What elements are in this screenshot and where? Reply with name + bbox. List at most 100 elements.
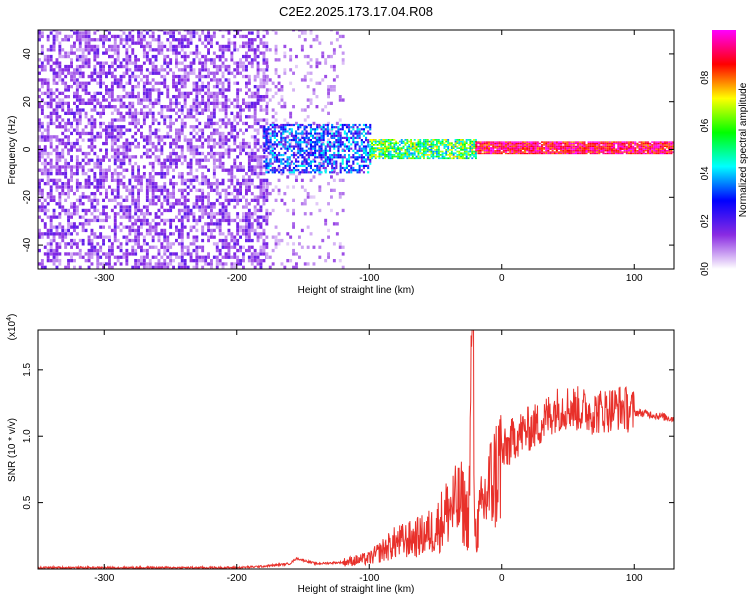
heatmap-cell xyxy=(299,141,302,144)
heatmap-cell xyxy=(259,245,263,249)
heatmap-cell xyxy=(233,242,237,246)
heatmap-cell xyxy=(102,71,105,75)
heatmap-cell xyxy=(183,125,187,129)
heatmap-cell xyxy=(43,68,47,72)
heatmap-cell xyxy=(67,141,70,146)
heatmap-cell xyxy=(108,215,111,219)
heatmap-cell xyxy=(128,61,132,65)
heatmap-cell xyxy=(224,148,228,152)
heatmap-cell xyxy=(318,169,321,172)
heatmap-cell xyxy=(329,145,332,148)
heatmap-cell xyxy=(75,71,79,75)
heatmap-cell xyxy=(198,88,202,92)
heatmap-cell xyxy=(207,141,210,146)
heatmap-cell xyxy=(465,154,468,156)
heatmap-cell xyxy=(417,152,420,155)
heatmap-cell xyxy=(380,155,383,158)
heatmap-cell xyxy=(312,147,315,150)
heatmap-cell xyxy=(233,252,237,256)
heatmap-cell xyxy=(58,212,62,216)
heatmap-cell xyxy=(75,245,79,249)
heatmap-cell xyxy=(96,182,100,186)
heatmap-cell xyxy=(295,145,298,148)
heatmap-cell xyxy=(145,265,149,269)
heatmap-cell xyxy=(314,149,317,152)
heatmap-cell xyxy=(449,149,451,151)
heatmap-cell xyxy=(73,95,76,99)
heatmap-cell xyxy=(175,151,178,156)
heatmap-cell xyxy=(212,188,216,192)
heatmap-cell xyxy=(269,123,272,127)
heatmap-cell xyxy=(233,188,237,192)
heatmap-cell xyxy=(345,134,348,137)
heatmap-cell xyxy=(387,142,390,144)
heatmap-cell xyxy=(256,64,260,69)
heatmap-cell xyxy=(289,54,293,59)
heatmap-cell xyxy=(253,259,257,263)
heatmap-cell xyxy=(110,111,114,115)
heatmap-cell xyxy=(305,130,308,133)
heatmap-cell xyxy=(99,182,103,186)
heatmap-cell xyxy=(469,145,472,148)
heatmap-cell xyxy=(198,195,202,199)
heatmap-cell xyxy=(137,145,140,149)
heatmap-cell xyxy=(280,88,284,92)
heatmap-cell xyxy=(157,188,161,192)
heatmap-cell xyxy=(326,145,329,148)
heatmap-cell xyxy=(426,144,429,146)
heatmap-cell xyxy=(305,145,308,148)
heatmap-cell xyxy=(131,88,135,92)
heatmap-cell xyxy=(335,156,338,159)
heatmap-cell xyxy=(192,34,196,39)
heatmap-cell xyxy=(450,145,453,148)
heatmap-cell xyxy=(180,44,184,49)
heatmap-cell xyxy=(119,38,123,42)
heatmap-cell xyxy=(256,68,260,72)
heatmap-cell xyxy=(78,215,82,219)
heatmap-cell xyxy=(384,155,386,158)
heatmap-cell xyxy=(212,128,216,132)
heatmap-cell xyxy=(58,225,62,229)
heatmap-cell xyxy=(247,95,251,99)
heatmap-cell xyxy=(408,150,411,153)
heatmap-cell xyxy=(300,30,304,32)
heatmap-cell xyxy=(110,265,114,269)
heatmap-cell xyxy=(292,147,295,150)
heatmap-cell xyxy=(262,148,266,152)
heatmap-cell xyxy=(494,142,497,145)
heatmap-cell xyxy=(198,161,202,166)
heatmap-cell xyxy=(247,125,251,129)
heatmap-cell xyxy=(128,121,132,126)
heatmap-cell xyxy=(58,78,62,82)
heatmap-cell xyxy=(40,188,44,192)
heatmap-cell xyxy=(55,138,59,142)
heatmap-cell xyxy=(395,149,398,151)
heatmap-cell xyxy=(128,58,132,62)
heatmap-cell xyxy=(157,215,161,219)
heatmap-cell xyxy=(239,185,242,189)
heatmap-cell xyxy=(140,64,143,69)
heatmap-cell xyxy=(192,151,196,156)
heatmap-cell xyxy=(367,171,370,174)
heatmap-cell xyxy=(108,168,111,172)
heatmap-cell xyxy=(263,143,266,146)
heatmap-cell xyxy=(157,161,161,166)
heatmap-cell xyxy=(177,175,181,179)
heatmap-cell xyxy=(212,242,216,246)
heatmap-cell xyxy=(303,198,307,202)
heatmap-cell xyxy=(99,178,103,182)
heatmap-cell xyxy=(163,161,167,166)
heatmap-cell xyxy=(105,131,108,136)
heatmap-cell xyxy=(530,147,533,149)
heatmap-cell xyxy=(113,151,117,156)
heatmap-cell xyxy=(78,68,82,72)
heatmap-cell xyxy=(195,151,199,156)
heatmap-cell xyxy=(256,255,260,259)
heatmap-cell xyxy=(75,131,79,136)
heatmap-cell xyxy=(306,115,310,119)
heatmap-cell xyxy=(273,171,276,174)
heatmap-cell xyxy=(253,108,257,112)
heatmap-cell xyxy=(500,144,503,146)
heatmap-cell xyxy=(335,232,339,236)
